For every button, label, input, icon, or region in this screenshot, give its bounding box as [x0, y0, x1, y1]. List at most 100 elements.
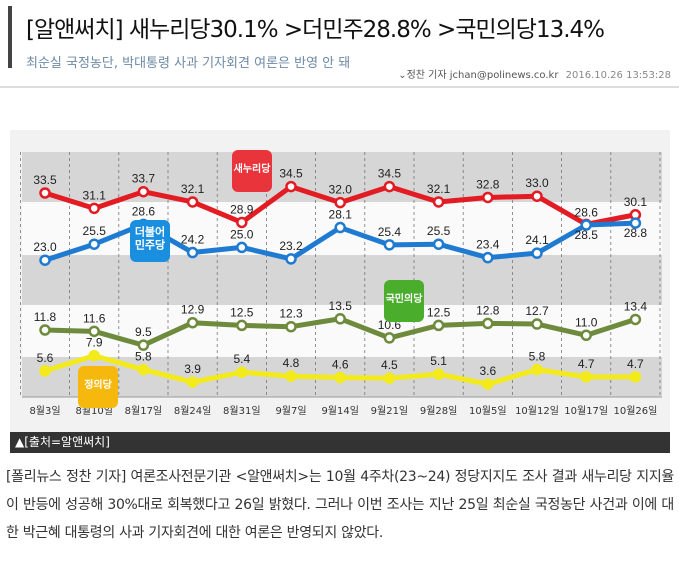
- data-label: 25.0: [230, 227, 254, 241]
- x-tick-label: 9월21일: [371, 405, 409, 417]
- data-point: [39, 254, 51, 266]
- data-point: [236, 241, 248, 254]
- data-point: [432, 319, 445, 332]
- data-point: [137, 363, 150, 376]
- data-label: 23.4: [476, 238, 500, 252]
- data-point: [88, 325, 100, 338]
- x-tick-label: 8월17일: [125, 405, 163, 417]
- party-logo: [130, 220, 170, 262]
- x-tick-label: 9월14일: [321, 405, 359, 417]
- data-label: 28.5: [575, 228, 599, 242]
- data-point: [432, 238, 445, 250]
- data-label: 13.5: [329, 299, 353, 313]
- data-label: 25.4: [378, 225, 402, 239]
- image-caption: ▲[출처=알앤써치]: [10, 432, 670, 453]
- data-point: [383, 180, 396, 193]
- data-point: [629, 217, 642, 229]
- data-label: 12.8: [476, 303, 500, 317]
- data-label: 12.9: [181, 303, 205, 317]
- data-label: 13.4: [624, 299, 648, 313]
- data-point: [88, 238, 100, 250]
- data-point: [482, 191, 494, 204]
- grid-band: [22, 152, 662, 202]
- x-tick-label: 8월3일: [29, 405, 60, 417]
- x-tick-label: 10월12일: [515, 405, 559, 417]
- data-label: 32.8: [476, 177, 500, 191]
- data-point: [383, 372, 396, 384]
- party-logo-text: 민주당: [135, 238, 165, 252]
- reporter-name[interactable]: ⌄정찬 기자: [398, 70, 447, 81]
- data-label: 9.5: [135, 325, 152, 339]
- data-point: [186, 316, 199, 329]
- data-point: [236, 366, 248, 378]
- data-label: 33.7: [132, 172, 156, 186]
- data-label: 3.9: [184, 362, 201, 376]
- data-point: [39, 187, 51, 199]
- data-label: 3.6: [479, 364, 496, 378]
- party-logo: [232, 150, 272, 192]
- data-label: 4.7: [578, 357, 595, 371]
- data-label: 4.5: [381, 358, 398, 372]
- data-point: [39, 365, 51, 377]
- data-point: [531, 190, 543, 202]
- data-point: [285, 370, 297, 382]
- x-tick-label: 10월5일: [469, 405, 507, 417]
- data-label: 12.3: [279, 307, 303, 321]
- x-tick-label: 10월26일: [613, 405, 657, 417]
- data-point: [432, 196, 445, 208]
- data-point: [186, 246, 199, 259]
- data-label: 11.0: [575, 315, 598, 329]
- publish-datetime: 2016.10.26 13:53:28: [565, 70, 671, 81]
- data-point: [236, 216, 248, 229]
- x-tick-label: 8월31일: [223, 405, 261, 417]
- data-label: 24.1: [525, 233, 549, 247]
- data-label: 31.1: [83, 188, 107, 202]
- data-point: [334, 221, 346, 234]
- data-label: 34.5: [279, 167, 303, 181]
- party-logo-text: 국민의당: [386, 292, 424, 305]
- data-point: [88, 349, 100, 362]
- data-point: [531, 318, 543, 330]
- data-point: [383, 239, 396, 251]
- data-label: 7.9: [86, 336, 103, 350]
- x-tick-label: 9월28일: [420, 405, 458, 417]
- data-point: [88, 202, 100, 215]
- data-point: [39, 324, 51, 336]
- data-point: [629, 371, 642, 383]
- data-point: [285, 320, 297, 333]
- data-point: [482, 251, 494, 264]
- data-label: 28.6: [575, 205, 599, 219]
- data-point: [137, 185, 150, 198]
- data-point: [629, 313, 642, 326]
- x-tick-label: 8월24일: [174, 405, 212, 417]
- x-tick-label: 10월17일: [564, 405, 608, 417]
- data-point: [285, 180, 297, 193]
- data-label: 23.0: [33, 240, 57, 254]
- byline: ⌄정찬 기자 jchan@polinews.co.kr 2016.10.26 1…: [398, 66, 671, 81]
- data-point: [285, 253, 297, 265]
- data-label: 33.0: [525, 176, 549, 190]
- data-point: [137, 339, 150, 351]
- data-label: 4.6: [332, 358, 349, 372]
- data-label: 12.7: [525, 304, 549, 318]
- data-label: 5.4: [233, 352, 250, 366]
- data-point: [334, 371, 346, 384]
- data-point: [531, 363, 543, 376]
- data-label: 32.0: [329, 183, 353, 197]
- party-logo-text: 정의당: [84, 378, 112, 391]
- chart-svg: 8월3일 8월10일 8월17일 8월24일 8월31일 9월7일 9월14일 9월21일 9월…: [19, 150, 662, 417]
- party-logo: [78, 366, 118, 408]
- data-label: 5.8: [135, 350, 152, 364]
- data-point: [334, 313, 346, 325]
- data-point: [432, 368, 445, 380]
- data-point: [531, 247, 543, 259]
- data-label: 34.5: [378, 167, 402, 181]
- party-logo: [384, 280, 424, 322]
- reporter-email[interactable]: jchan@polinews.co.kr: [449, 70, 559, 81]
- article-title: [알앤써치] 새누리당30.1% >더민주28.8% >국민의당13.4%: [26, 17, 605, 43]
- data-label: 28.9: [230, 202, 254, 216]
- data-point: [482, 378, 494, 390]
- article-header: [알앤써치] 새누리당30.1% >더민주28.8% >국민의당13.4% 최순…: [8, 6, 605, 71]
- data-point: [580, 329, 592, 342]
- data-label: 32.1: [427, 182, 451, 196]
